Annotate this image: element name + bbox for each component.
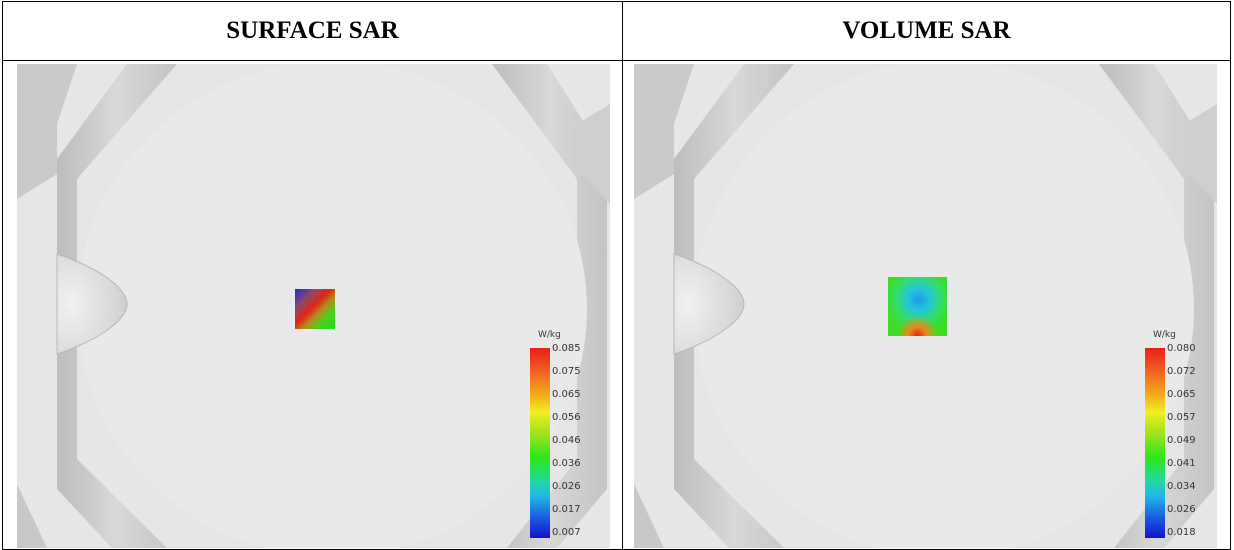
legend-unit: W/kg (538, 330, 561, 341)
sar-colormap-volume (888, 277, 947, 337)
volume-sar-legend: W/kg 0.080 0.072 0.065 0.057 0.049 0.041… (1145, 330, 1197, 545)
legend-tick: 0.049 (1167, 435, 1196, 447)
legend-tick: 0.046 (552, 435, 581, 447)
surface-sar-image: W/kg 0.085 0.075 0.065 0.056 0.046 0.036… (17, 64, 610, 549)
legend-tick: 0.018 (1167, 527, 1196, 539)
legend-tick: 0.056 (552, 412, 581, 424)
legend-tick: 0.034 (1167, 481, 1196, 493)
sar-colormap-surface (295, 289, 335, 330)
legend-colorbar (530, 348, 550, 539)
legend-unit: W/kg (1153, 330, 1176, 341)
legend-tick: 0.075 (552, 366, 581, 378)
legend-ticks: 0.085 0.075 0.065 0.056 0.046 0.036 0.02… (552, 344, 584, 542)
legend-tick: 0.057 (1167, 412, 1196, 424)
legend-tick: 0.065 (552, 389, 581, 401)
legend-ticks: 0.080 0.072 0.065 0.057 0.049 0.041 0.03… (1167, 344, 1199, 542)
legend-tick: 0.036 (552, 458, 581, 470)
legend-colorbar (1145, 348, 1165, 539)
legend-tick: 0.026 (1167, 504, 1196, 516)
legend-tick: 0.065 (1167, 389, 1196, 401)
surface-sar-heading: SURFACE SAR (2, 0, 623, 62)
phantom-scene (17, 64, 610, 549)
legend-tick: 0.080 (1167, 343, 1196, 355)
legend-tick: 0.017 (552, 504, 581, 516)
volume-sar-cell: W/kg 0.080 0.072 0.065 0.057 0.049 0.041… (622, 60, 1231, 550)
legend-tick: 0.041 (1167, 458, 1196, 470)
volume-sar-image: W/kg 0.080 0.072 0.065 0.057 0.049 0.041… (634, 64, 1217, 549)
surface-sar-legend: W/kg 0.085 0.075 0.065 0.056 0.046 0.036… (530, 330, 582, 545)
legend-tick: 0.026 (552, 481, 581, 493)
surface-sar-cell: W/kg 0.085 0.075 0.065 0.056 0.046 0.036… (2, 60, 623, 550)
volume-sar-heading: VOLUME SAR (622, 0, 1231, 62)
legend-tick: 0.007 (552, 527, 581, 539)
legend-tick: 0.072 (1167, 366, 1196, 378)
legend-tick: 0.085 (552, 343, 581, 355)
